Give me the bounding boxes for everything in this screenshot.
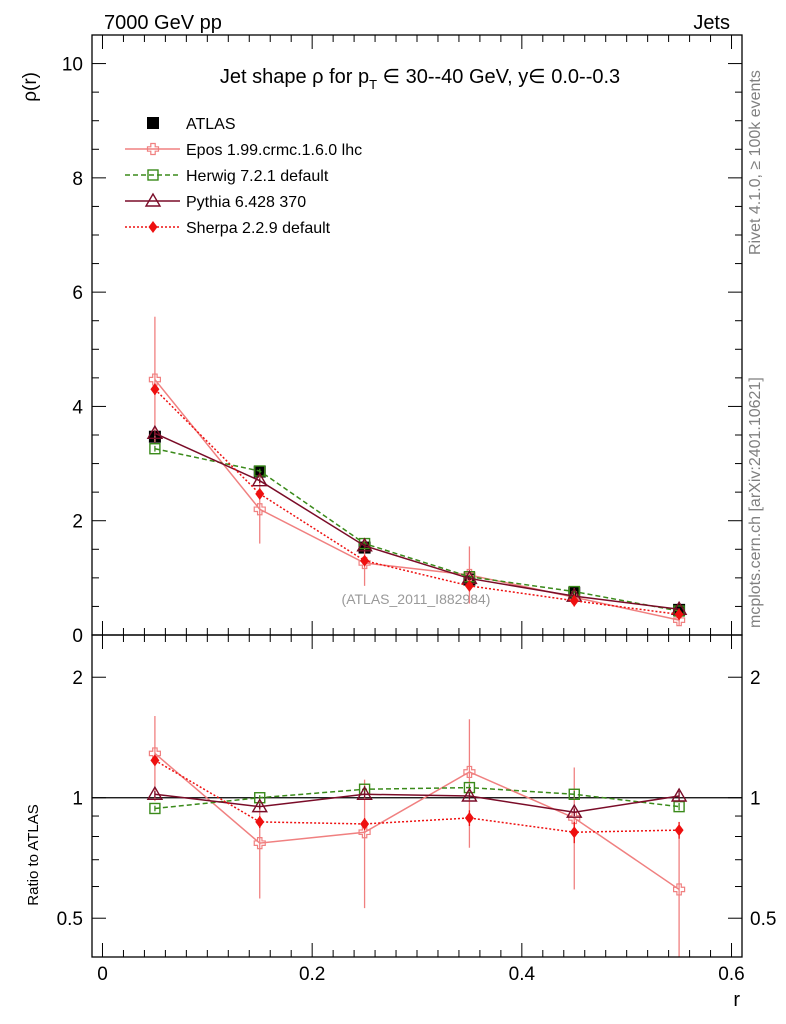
series-epos-point xyxy=(148,373,162,386)
series-pythia-point xyxy=(146,424,164,439)
x-tick-label: 0.4 xyxy=(509,964,536,985)
series-herwig-point xyxy=(149,802,161,815)
series-epos-line xyxy=(154,379,680,621)
series-sherpa-point xyxy=(674,824,684,837)
series-pythia-point xyxy=(146,785,164,800)
legend-item-sherpa: Sherpa 2.2.9 default xyxy=(125,220,331,237)
ratio-y-tick-label: 1 xyxy=(750,789,761,810)
legend-item-sherpa-marker xyxy=(148,221,158,233)
main-y-tick-label: 10 xyxy=(62,55,83,76)
series-sherpa-point xyxy=(360,817,370,830)
series-pythia xyxy=(146,424,688,615)
series-epos-point xyxy=(672,614,686,627)
series-sherpa-point xyxy=(255,815,265,828)
series-pythia-line xyxy=(154,432,680,611)
ratio-y-tick-label: 0.5 xyxy=(750,909,776,930)
mcplots-label: mcplots.cern.ch [arXiv:2401.10621] xyxy=(747,377,764,628)
ratio-y-tick-label: 0.5 xyxy=(57,909,83,930)
series-pythia xyxy=(146,785,688,818)
series-sherpa-point xyxy=(464,811,474,824)
series-sherpa-point xyxy=(150,383,160,396)
series-pythia-point xyxy=(461,787,478,802)
series-pythia-point xyxy=(251,798,268,813)
series-sherpa-point xyxy=(150,754,160,767)
legend-item-pythia: Pythia 6.428 370 xyxy=(125,192,306,211)
legend-item-atlas: ATLAS xyxy=(147,116,236,133)
series-pythia-point xyxy=(251,472,268,487)
legend-item-herwig-label: Herwig 7.2.1 default xyxy=(186,168,329,185)
legend-item-sherpa-label: Sherpa 2.2.9 default xyxy=(186,220,331,237)
legend-item-epos: Epos 1.99.crmc.1.6.0 lhc xyxy=(125,142,362,159)
series-sherpa xyxy=(150,754,684,844)
series-epos-point xyxy=(672,883,686,896)
legend-item-pythia-label: Pythia 6.428 370 xyxy=(186,194,306,211)
header-energy: 7000 GeV pp xyxy=(104,12,222,34)
series-sherpa-point xyxy=(569,826,579,839)
series-epos xyxy=(148,316,686,627)
series-herwig-point xyxy=(254,465,266,477)
series-atlas xyxy=(148,429,686,616)
series-pythia-line xyxy=(154,793,680,813)
analysis-watermark: (ATLAS_2011_I882984) xyxy=(342,591,491,607)
legend-item-pythia-marker xyxy=(144,192,162,207)
series-sherpa-point xyxy=(360,554,370,567)
series-herwig-point xyxy=(568,788,580,800)
series-pythia-point xyxy=(670,787,688,802)
ratio-y-tick-label: 2 xyxy=(72,668,83,689)
series-epos-point xyxy=(253,837,266,850)
series-epos xyxy=(148,716,686,957)
x-tick-label: 0 xyxy=(97,964,108,985)
series-pythia-point xyxy=(356,537,373,552)
chart-title: Jet shape ρ for pT ∈ 30--40 GeV, y∈ 0.0-… xyxy=(220,66,620,92)
main-y-axis-label: ρ(r) xyxy=(20,72,41,102)
main-y-tick-label: 4 xyxy=(72,397,83,418)
series-herwig-line xyxy=(154,447,680,612)
x-tick-label: 0.2 xyxy=(299,964,325,985)
x-axis-label: r xyxy=(733,989,740,1011)
series-sherpa-point xyxy=(569,594,579,607)
series-sherpa-point xyxy=(464,579,474,592)
main-y-tick-label: 6 xyxy=(72,283,83,304)
legend-item-herwig: Herwig 7.2.1 default xyxy=(125,168,329,185)
ratio-y-axis-label: Ratio to ATLAS xyxy=(25,804,42,905)
ratio-plot-frame xyxy=(91,634,743,958)
ratio-y-tick-label: 1 xyxy=(72,789,83,810)
series-pythia-point xyxy=(566,803,583,818)
series-sherpa xyxy=(150,383,684,621)
rivet-version-label: Rivet 4.1.0, ≥ 100k events xyxy=(747,70,764,255)
legend-item-epos-marker xyxy=(146,142,160,156)
legend-item-herwig-marker xyxy=(147,169,159,181)
series-epos-point xyxy=(253,503,266,516)
main-y-tick-label: 8 xyxy=(72,169,83,190)
legend-item-atlas-marker xyxy=(147,117,159,129)
x-tick-label: 0.6 xyxy=(718,964,744,985)
series-epos-point xyxy=(463,765,476,779)
series-sherpa-line xyxy=(154,759,680,833)
main-y-tick-label: 0 xyxy=(72,626,83,647)
ratio-y-tick-label: 2 xyxy=(750,668,761,689)
series-epos-point xyxy=(358,826,371,839)
series-epos-line xyxy=(154,752,680,891)
main-y-tick-label: 2 xyxy=(72,512,83,533)
series-herwig-point xyxy=(149,443,161,455)
series-sherpa-point xyxy=(674,608,684,621)
series-sherpa-point xyxy=(255,487,265,500)
series-sherpa-line xyxy=(154,388,680,616)
legend-item-atlas-label: ATLAS xyxy=(186,116,236,133)
series-pythia-point xyxy=(356,785,373,800)
series-herwig-point xyxy=(254,792,266,804)
header-category: Jets xyxy=(693,12,730,34)
legend-item-epos-label: Epos 1.99.crmc.1.6.0 lhc xyxy=(186,142,362,159)
